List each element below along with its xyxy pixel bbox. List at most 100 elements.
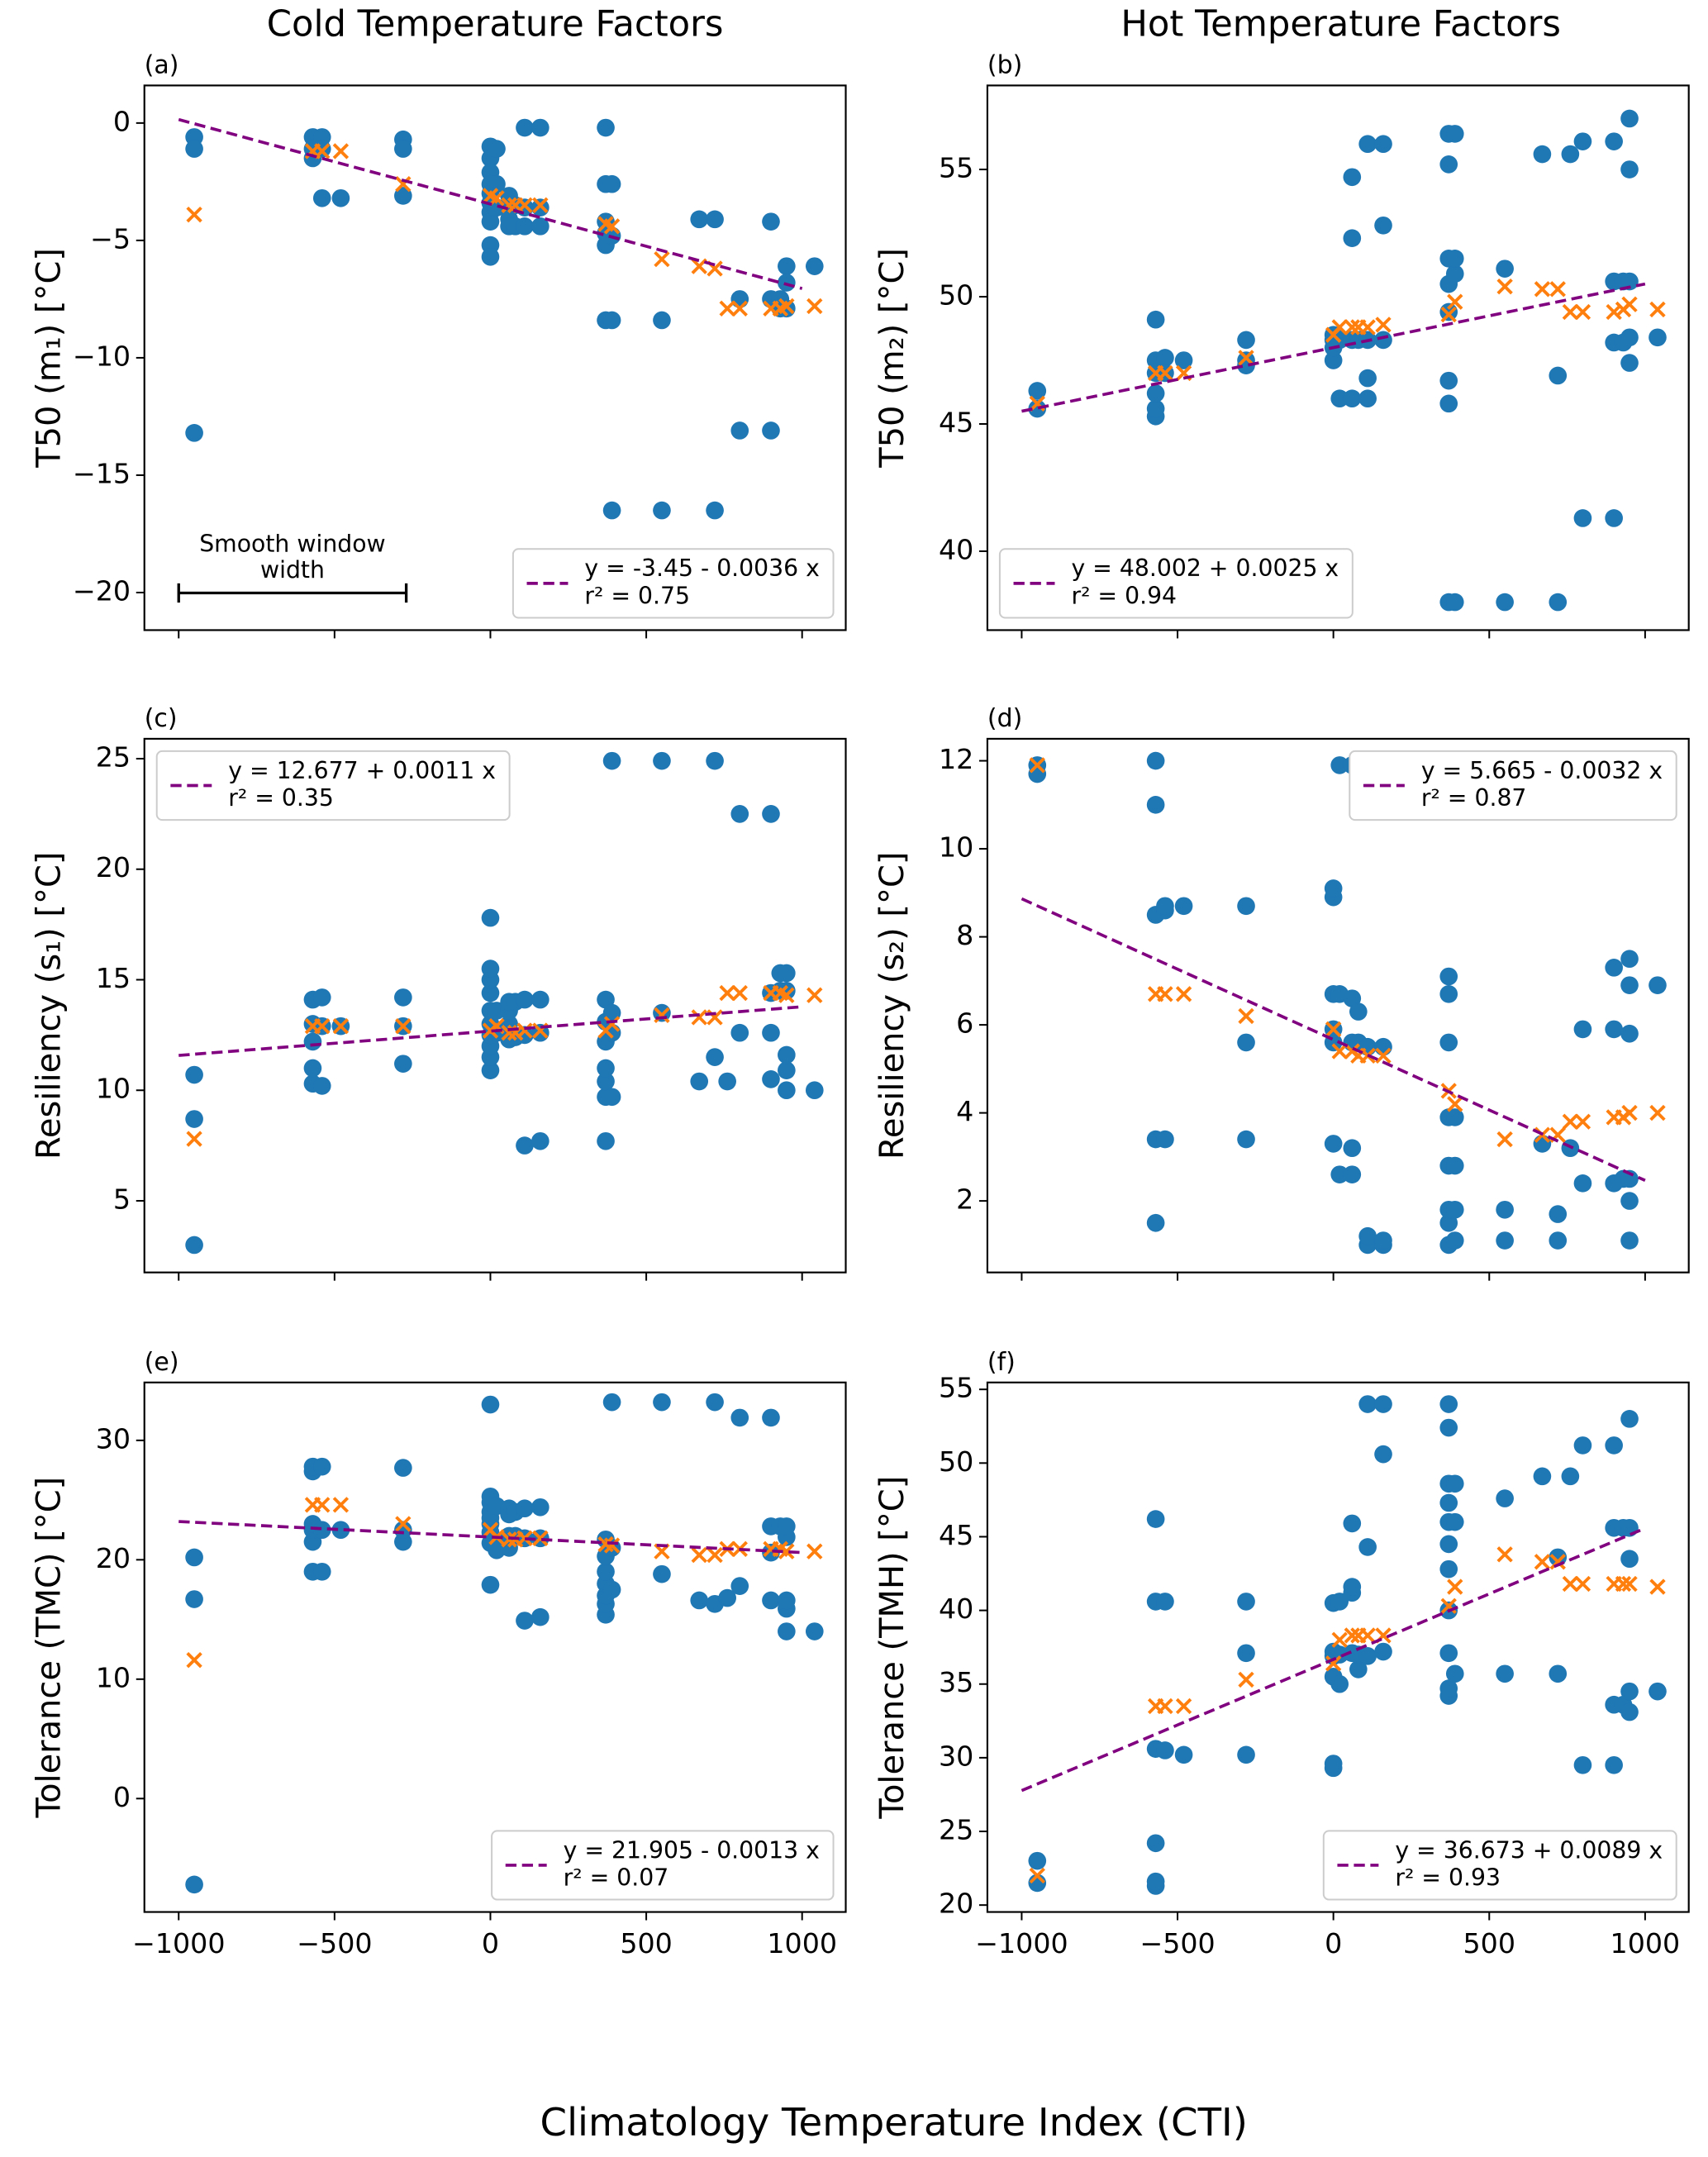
- smoothed-marker: [1375, 1047, 1392, 1064]
- y-tick-label: 30: [939, 1740, 973, 1772]
- smoothed-marker: [1175, 1698, 1192, 1715]
- data-point: [1343, 1139, 1362, 1158]
- data-point: [1146, 1510, 1165, 1528]
- data-point: [1374, 1395, 1392, 1413]
- annotation-text: Smooth window: [199, 530, 385, 557]
- smoothed-marker: [1534, 1554, 1551, 1570]
- data-point: [1605, 509, 1623, 527]
- smoothed-marker: [806, 1543, 823, 1559]
- y-tick-label: 30: [96, 1422, 131, 1455]
- data-point: [1445, 1512, 1464, 1531]
- data-point: [1439, 1493, 1458, 1512]
- data-point: [1439, 1033, 1458, 1052]
- data-point: [516, 118, 534, 137]
- legend-label: y = -3.45 - 0.0036 x: [584, 555, 819, 582]
- data-point: [1620, 1192, 1639, 1210]
- data-point: [1028, 382, 1047, 400]
- x-tick-label: 500: [1463, 1927, 1515, 1959]
- x-tick-label: 1000: [767, 1927, 837, 1959]
- data-point: [531, 118, 550, 137]
- smoothed-marker: [691, 258, 707, 274]
- smoothed-marker: [731, 300, 748, 317]
- fit-line: [178, 1520, 802, 1555]
- smoothed-marker: [691, 1009, 707, 1026]
- smoothed-marker: [314, 143, 331, 160]
- fit-line: [1021, 282, 1646, 413]
- legend: y = 21.905 - 0.0013 xr² = 0.07: [491, 1830, 835, 1901]
- smoothed-marker: [1562, 1575, 1579, 1593]
- data-point: [602, 501, 621, 520]
- data-point: [778, 257, 796, 275]
- data-point: [653, 501, 671, 520]
- data-point: [805, 1622, 824, 1640]
- data-point: [1174, 1745, 1193, 1764]
- data-point: [1620, 109, 1639, 128]
- data-point: [762, 1591, 780, 1610]
- data-point: [597, 118, 615, 137]
- data-point: [1439, 1395, 1458, 1413]
- data-point: [1237, 1745, 1255, 1764]
- data-point: [1573, 509, 1592, 527]
- legend: y = 5.665 - 0.0032 xr² = 0.87: [1349, 750, 1677, 821]
- data-point: [1174, 351, 1193, 369]
- data-point: [1439, 1535, 1458, 1554]
- plot-frame: [986, 737, 1690, 1274]
- data-point: [185, 1236, 203, 1255]
- data-point: [516, 990, 534, 1009]
- y-axis-label: T50 (m₂) [°C]: [873, 248, 911, 469]
- data-point: [1146, 1872, 1165, 1891]
- data-point: [762, 1543, 780, 1562]
- data-point: [312, 188, 331, 207]
- data-point: [1573, 1174, 1592, 1193]
- data-point: [1620, 1518, 1639, 1537]
- data-point: [1374, 216, 1392, 235]
- data-point: [488, 140, 506, 158]
- y-tick-label: 8: [956, 919, 973, 951]
- x-tick-label: 0: [1325, 1927, 1342, 1959]
- smoothed-marker: [1359, 1627, 1376, 1644]
- column-title: Cold Temperature Factors: [267, 3, 724, 45]
- y-tick-label: 0: [113, 1781, 131, 1813]
- data-point: [1620, 1169, 1639, 1188]
- smoothed-marker: [314, 1017, 331, 1035]
- data-point: [1358, 369, 1377, 388]
- smoothed-marker: [1615, 1575, 1632, 1593]
- data-point: [516, 1612, 534, 1630]
- data-point: [1445, 1108, 1464, 1126]
- data-point: [185, 1548, 203, 1567]
- smoothed-marker: [1534, 281, 1551, 298]
- smoothed-marker: [516, 1530, 533, 1547]
- smoothed-marker: [532, 1530, 549, 1547]
- data-point: [1573, 1020, 1592, 1039]
- smoothed-marker: [778, 298, 795, 315]
- data-point: [762, 212, 780, 231]
- data-point: [597, 1562, 615, 1581]
- smoothed-marker: [603, 1537, 621, 1554]
- data-point: [1146, 1213, 1165, 1232]
- y-tick-label: 50: [939, 1445, 973, 1478]
- fit-line: [1021, 1526, 1646, 1793]
- smoothed-marker: [395, 1017, 412, 1035]
- smoothed-marker: [1549, 1554, 1566, 1570]
- smoothed-marker: [186, 206, 202, 223]
- data-point: [1146, 795, 1165, 814]
- y-axis-label: Resiliency (s₂) [°C]: [873, 852, 911, 1159]
- data-point: [1496, 1231, 1514, 1250]
- smoothed-marker: [1496, 1546, 1513, 1563]
- data-point: [481, 908, 500, 927]
- data-point: [488, 1002, 506, 1020]
- data-point: [1620, 1550, 1639, 1569]
- panel: (d) Resiliency (s₂) [°C] 2 4 6 8 10 12 y = 5.665…: [873, 704, 1690, 1281]
- y-tick-label: 35: [939, 1666, 973, 1698]
- data-point: [1156, 1741, 1174, 1759]
- data-point: [1156, 1130, 1174, 1149]
- data-point: [1374, 1642, 1392, 1661]
- data-point: [1349, 1002, 1368, 1021]
- data-point: [706, 1393, 724, 1412]
- data-point: [1156, 349, 1174, 367]
- data-point: [597, 990, 615, 1009]
- smoothed-marker: [1238, 1007, 1254, 1025]
- data-point: [516, 217, 534, 236]
- data-point: [516, 1136, 534, 1155]
- smoothed-marker: [1562, 1113, 1579, 1130]
